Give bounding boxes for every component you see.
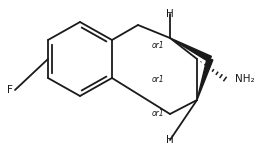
Text: H: H xyxy=(166,9,174,19)
Text: or1: or1 xyxy=(152,109,165,118)
Polygon shape xyxy=(197,58,213,100)
Text: H: H xyxy=(166,135,174,145)
Text: or1: or1 xyxy=(152,75,165,83)
Polygon shape xyxy=(170,38,211,62)
Text: NH₂: NH₂ xyxy=(235,74,255,84)
Text: F: F xyxy=(7,85,13,95)
Text: or1: or1 xyxy=(152,41,165,49)
